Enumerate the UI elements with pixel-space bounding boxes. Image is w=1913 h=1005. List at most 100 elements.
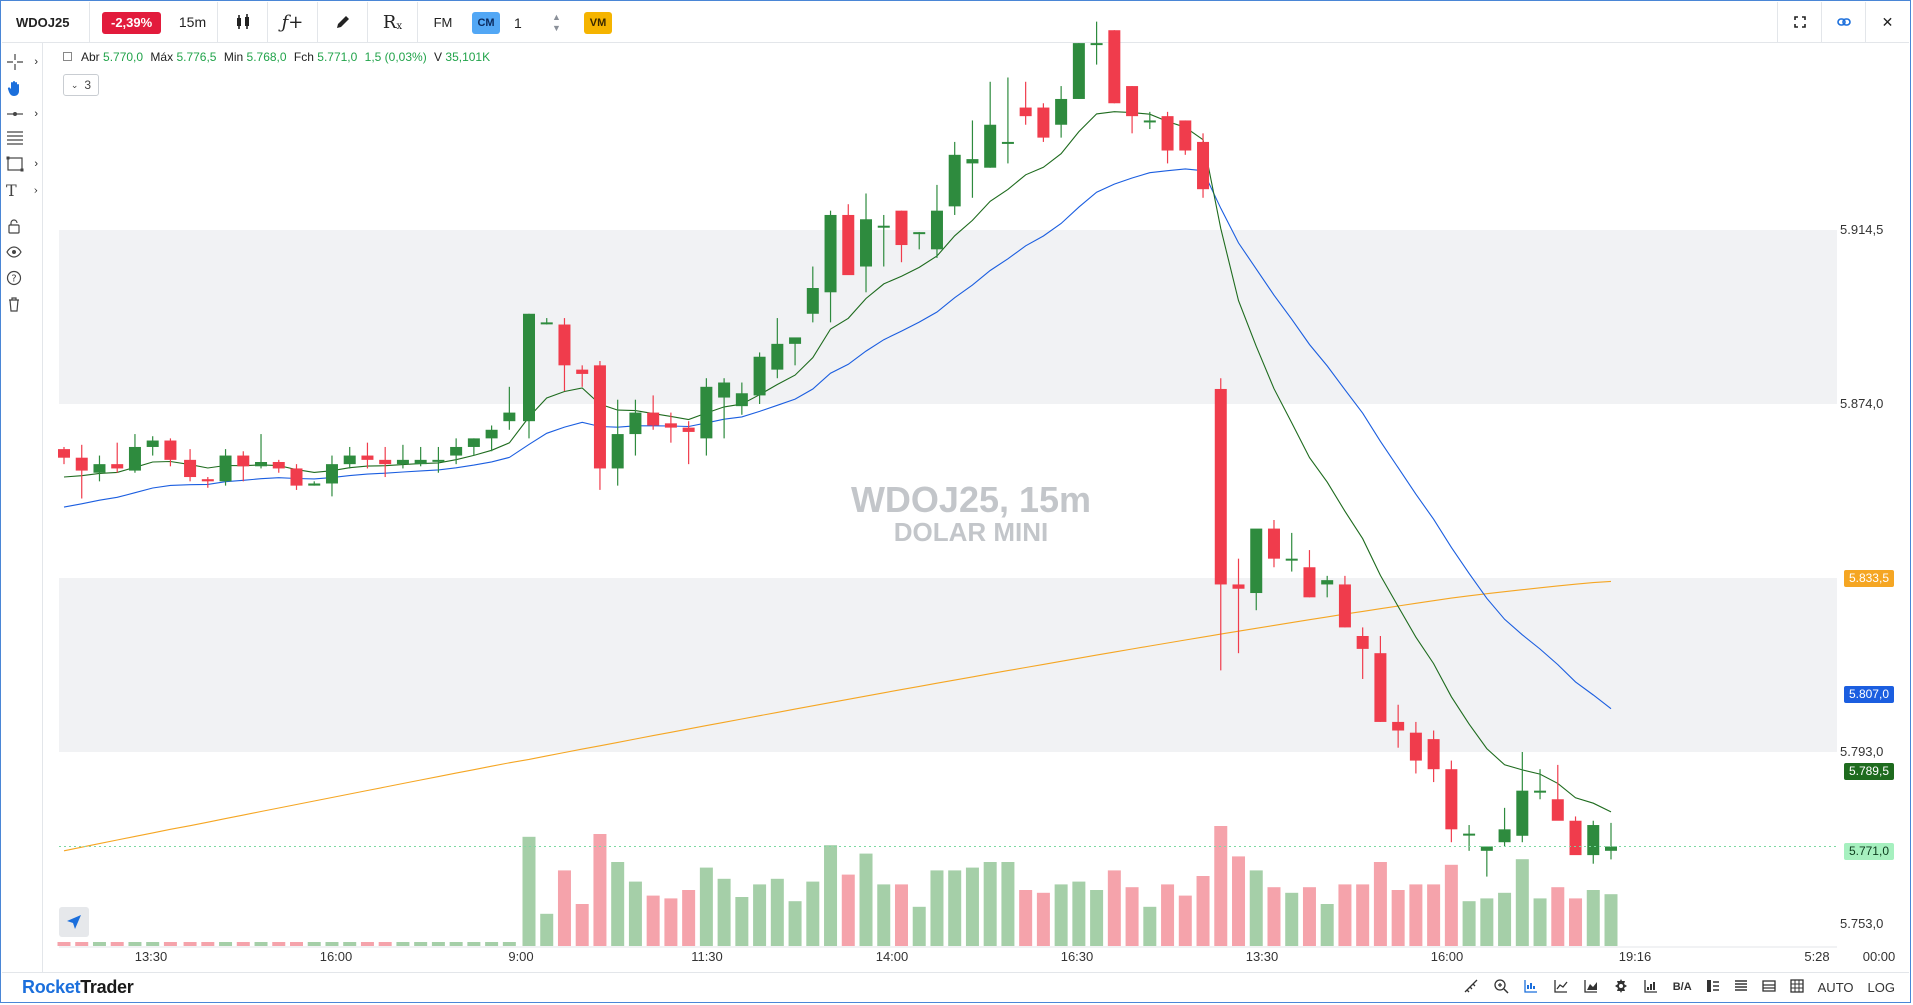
bid-ask-button[interactable]: B/A xyxy=(1672,981,1692,993)
candle-body xyxy=(842,214,855,276)
candle-body xyxy=(735,393,748,407)
volume-bar xyxy=(1533,898,1547,946)
candle-body xyxy=(1055,98,1068,125)
help-icon[interactable]: ? xyxy=(6,265,40,291)
grid-icon[interactable] xyxy=(1789,978,1804,996)
high-label: Máx xyxy=(150,50,174,64)
volume-bar xyxy=(343,942,357,946)
candle-body xyxy=(664,423,677,428)
volume-bar xyxy=(1249,870,1263,946)
close-value: 5.771,0 xyxy=(317,50,358,64)
function-icon[interactable]: ƒ+ xyxy=(268,2,318,42)
pencil-icon[interactable] xyxy=(318,2,368,42)
volume-bar xyxy=(1036,892,1050,946)
candle-body xyxy=(75,457,88,471)
ma-long-line xyxy=(63,580,1612,852)
indicator-count-toggle[interactable]: ⌄ 3 xyxy=(63,74,99,96)
cm-count-input[interactable]: 1 xyxy=(514,15,522,31)
link-icon[interactable] xyxy=(1821,2,1865,42)
close-label: Fch xyxy=(293,50,314,64)
cm-stepper[interactable]: ▲ ▼ xyxy=(552,12,561,33)
trash-icon[interactable] xyxy=(6,291,40,317)
candle-body xyxy=(877,225,890,228)
candlestick-icon[interactable] xyxy=(218,2,268,42)
crosshair-icon[interactable]: › xyxy=(6,49,40,75)
cm-toggle[interactable]: CM xyxy=(472,12,500,34)
candle-body xyxy=(1587,825,1600,856)
volume-bar xyxy=(146,942,160,946)
volume-bar xyxy=(1285,892,1299,946)
ruler-icon[interactable] xyxy=(1463,978,1479,997)
candle-body xyxy=(485,429,498,439)
vm-toggle[interactable]: VM xyxy=(584,12,612,34)
collapse-legend-button[interactable] xyxy=(63,52,72,61)
candle-body xyxy=(1534,790,1547,793)
candle-body xyxy=(1463,833,1476,836)
area-chart-icon[interactable] xyxy=(1583,978,1599,997)
volume-bar xyxy=(1161,884,1175,946)
price-zone xyxy=(59,230,1837,404)
trendline-icon[interactable]: › xyxy=(6,101,40,127)
volume-bar xyxy=(841,874,855,946)
candle-body xyxy=(1551,799,1564,821)
time-axis-label: 00:00 xyxy=(1863,949,1896,964)
candle-body xyxy=(753,356,766,396)
layout-icon[interactable] xyxy=(1761,979,1776,996)
fm-button[interactable]: FM xyxy=(433,14,453,30)
candle-body xyxy=(789,337,802,344)
settings-icon[interactable] xyxy=(1613,978,1629,997)
candle-body xyxy=(930,210,943,250)
navigate-icon[interactable] xyxy=(59,907,89,937)
volume-bar xyxy=(272,942,286,946)
volume-bar xyxy=(378,942,392,946)
change-badge: -2,39% xyxy=(102,12,162,34)
tape-icon[interactable] xyxy=(1706,979,1720,996)
hand-icon[interactable] xyxy=(6,75,40,101)
volume-bar xyxy=(1338,884,1352,946)
candle-body xyxy=(1498,829,1511,843)
symbol-selector[interactable]: WDOJ25 xyxy=(2,2,90,42)
ma-fast-line xyxy=(63,111,1612,813)
volume-bar xyxy=(1444,864,1458,946)
ohlc-legend: Abr 5.770,0 Máx 5.776,5 Min 5.768,0 Fch … xyxy=(63,50,494,64)
volume-bar xyxy=(414,942,428,946)
candle-body xyxy=(432,459,445,462)
bar-chart-alt-icon[interactable] xyxy=(1643,978,1659,997)
candle-body xyxy=(1409,732,1422,761)
lock-icon[interactable] xyxy=(6,213,40,239)
volume-bar xyxy=(1232,856,1246,946)
volume-bar xyxy=(1019,890,1033,946)
log-scale-button[interactable]: LOG xyxy=(1867,979,1895,995)
candle-body xyxy=(1250,528,1263,594)
candle-body xyxy=(700,386,713,439)
eye-icon[interactable] xyxy=(6,239,40,265)
candle-body xyxy=(146,440,159,447)
time-axis-label: 14:00 xyxy=(876,949,909,964)
rectangle-icon[interactable]: › xyxy=(6,151,40,177)
open-value: 5.770,0 xyxy=(103,50,144,64)
volume-bar xyxy=(806,881,820,946)
time-axis-label: 11:30 xyxy=(691,949,723,964)
fullscreen-icon[interactable] xyxy=(1777,2,1821,42)
fibonacci-icon[interactable] xyxy=(6,125,40,151)
line-chart-icon[interactable] xyxy=(1553,978,1569,997)
volume-bar xyxy=(611,862,625,946)
book-icon[interactable] xyxy=(1734,979,1748,996)
watermark-title: WDOJ25, 15m xyxy=(850,479,1092,520)
text-icon[interactable]: T › xyxy=(6,180,38,200)
bottom-tools: B/A AUTO LOG xyxy=(1463,973,1895,1001)
candle-body xyxy=(913,232,926,235)
candle-body xyxy=(396,459,409,465)
close-icon[interactable]: ✕ xyxy=(1865,2,1909,42)
price-chart[interactable]: 5.914,5 5.874,0 5.793,0 5.753,0 13:30 16:00 9:… xyxy=(1,1,1912,976)
volume-bar xyxy=(1054,884,1068,946)
interval-selector[interactable]: 15m xyxy=(168,2,218,42)
candle-body xyxy=(1392,721,1405,731)
zoom-icon[interactable] xyxy=(1493,978,1509,997)
auto-scale-button[interactable]: AUTO xyxy=(1817,979,1854,995)
bar-chart-icon[interactable] xyxy=(1523,978,1539,997)
volume-bar xyxy=(183,942,197,946)
volume-bar xyxy=(92,942,106,946)
candle-body xyxy=(1214,388,1227,585)
